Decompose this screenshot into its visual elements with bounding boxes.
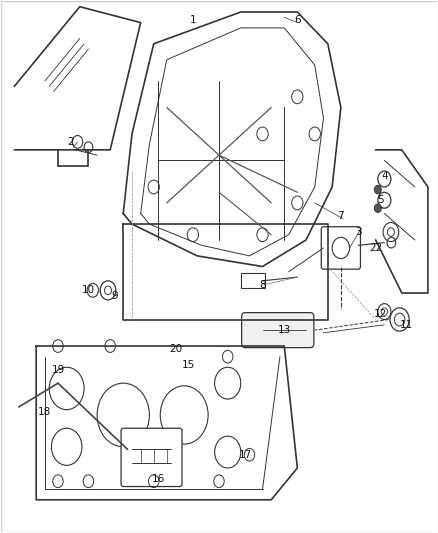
Text: 2: 2 (68, 137, 74, 147)
Text: 18: 18 (38, 407, 52, 417)
Text: 20: 20 (169, 344, 182, 354)
Text: 4: 4 (381, 172, 388, 181)
Circle shape (374, 204, 381, 213)
Text: 7: 7 (338, 211, 344, 221)
Text: 5: 5 (377, 195, 383, 205)
Text: 16: 16 (152, 474, 165, 483)
Text: 13: 13 (278, 325, 291, 335)
FancyBboxPatch shape (242, 313, 314, 348)
FancyBboxPatch shape (321, 227, 360, 269)
Text: 19: 19 (51, 365, 64, 375)
Text: 17: 17 (238, 450, 252, 460)
Text: 12: 12 (374, 309, 387, 319)
Text: 22: 22 (369, 243, 382, 253)
Text: 11: 11 (399, 320, 413, 330)
Bar (241, 273, 265, 288)
Text: 3: 3 (355, 227, 362, 237)
Circle shape (374, 185, 381, 194)
Text: 10: 10 (82, 285, 95, 295)
Text: 1: 1 (190, 15, 196, 25)
Text: 6: 6 (294, 15, 300, 25)
Text: 9: 9 (111, 290, 118, 301)
Text: 15: 15 (182, 360, 195, 369)
FancyBboxPatch shape (121, 428, 182, 487)
Text: 8: 8 (259, 280, 266, 290)
